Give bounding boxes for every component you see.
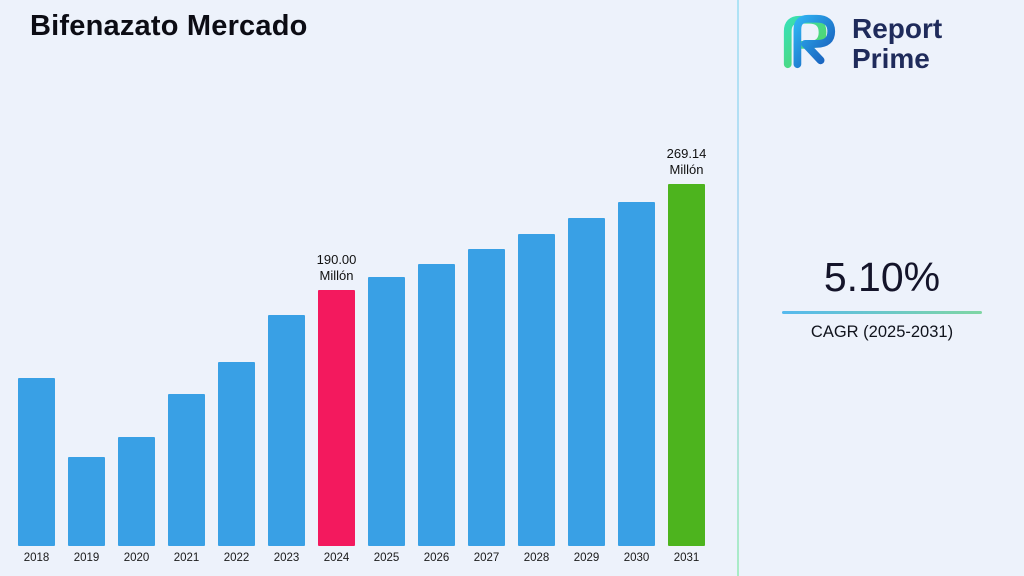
bar-2026 <box>418 264 455 546</box>
axis-label-2022: 2022 <box>223 552 250 564</box>
axis-label-2027: 2027 <box>473 552 500 564</box>
bar-group-2019: 2019 <box>68 457 105 564</box>
bar-2023 <box>268 315 305 546</box>
bar-value-label-2024: 190.00 Millón <box>316 251 357 283</box>
axis-label-2030: 2030 <box>623 552 650 564</box>
bar-group-2023: 2023 <box>268 315 305 564</box>
bar-group-2029: 2029 <box>568 218 605 564</box>
panel-divider <box>737 0 739 576</box>
bar-group-2031: 269.14 Millón 2031 <box>666 145 707 565</box>
bar-group-2020: 2020 <box>118 437 155 564</box>
bar-value-label-2031: 269.14 Millón <box>666 145 707 177</box>
axis-label-2023: 2023 <box>273 552 300 564</box>
axis-label-2019: 2019 <box>73 552 100 564</box>
bar-2021 <box>168 394 205 546</box>
axis-label-2031: 2031 <box>673 552 700 564</box>
bar-2027 <box>468 249 505 546</box>
bar-2019 <box>68 457 105 546</box>
bar-2025 <box>368 277 405 546</box>
logo-word-report: Report <box>852 12 943 44</box>
reportprime-logo-text: Report Prime <box>852 14 942 73</box>
bar-2029 <box>568 218 605 546</box>
bar-group-2024: 190.00 Millón 2024 <box>316 251 357 565</box>
axis-label-2018: 2018 <box>23 552 50 564</box>
bar-group-2028: 2028 <box>518 234 555 564</box>
bar-2022 <box>218 362 255 546</box>
axis-label-2021: 2021 <box>173 552 200 564</box>
bar-chart: 2018 2019 2020 2021 2022 2023 190.00 Millón 2024… <box>18 145 707 565</box>
axis-label-2025: 2025 <box>373 552 400 564</box>
cagr-underline <box>782 311 982 314</box>
cagr-block: 5.10% CAGR (2025-2031) <box>760 254 1004 342</box>
bar-group-2027: 2027 <box>468 249 505 564</box>
bar-2024 <box>318 290 355 546</box>
cagr-label: CAGR (2025-2031) <box>810 323 954 341</box>
bar-group-2021: 2021 <box>168 394 205 564</box>
axis-label-2028: 2028 <box>523 552 550 564</box>
axis-label-2024: 2024 <box>323 552 350 564</box>
bar-group-2025: 2025 <box>368 277 405 564</box>
bar-2030 <box>618 202 655 546</box>
cagr-value: 5.10% <box>823 254 941 300</box>
page-title: Bifenazato Mercado <box>30 10 308 42</box>
bar-2031 <box>668 184 705 546</box>
bar-group-2030: 2030 <box>618 202 655 564</box>
axis-label-2026: 2026 <box>423 552 450 564</box>
logo-word-prime: Prime <box>852 42 930 74</box>
bar-group-2018: 2018 <box>18 378 55 564</box>
bar-group-2022: 2022 <box>218 362 255 564</box>
bar-group-2026: 2026 <box>418 264 455 564</box>
axis-label-2029: 2029 <box>573 552 600 564</box>
axis-label-2020: 2020 <box>123 552 150 564</box>
bar-2018 <box>18 378 55 546</box>
bar-2020 <box>118 437 155 546</box>
reportprime-logo: Report Prime <box>778 12 942 75</box>
reportprime-logo-icon <box>778 12 840 75</box>
bar-2028 <box>518 234 555 546</box>
